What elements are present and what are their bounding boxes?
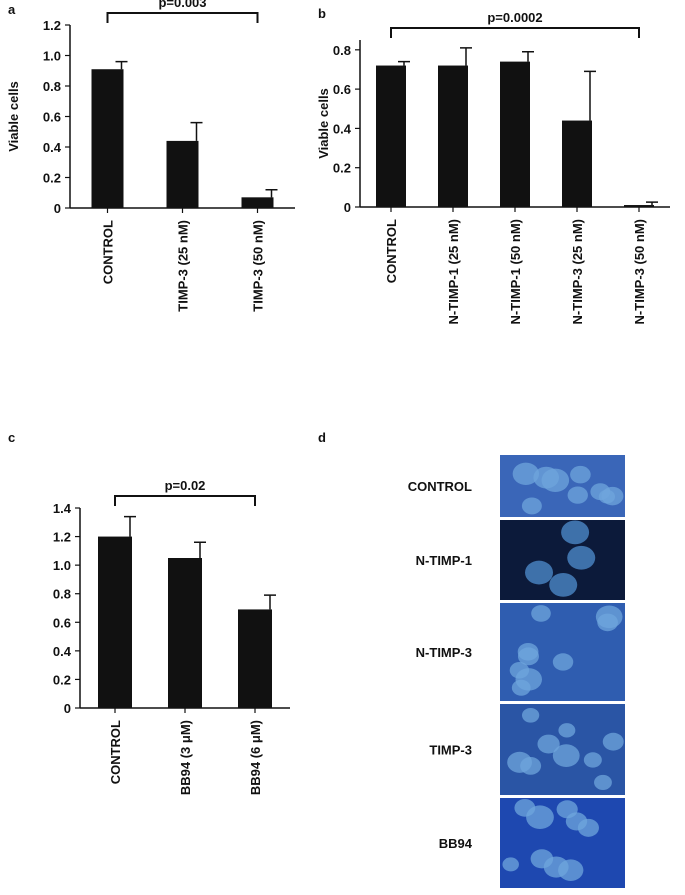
significance-label: p=0.0002 (487, 10, 542, 25)
bar (238, 609, 272, 708)
y-tick-label: 0.4 (333, 121, 352, 136)
cell-nucleus (521, 497, 542, 515)
error-bar (522, 51, 534, 62)
error-bar (194, 541, 206, 558)
bar (166, 140, 199, 208)
cell-nucleus (597, 613, 618, 632)
bar (562, 120, 592, 207)
y-tick-label: 0 (64, 701, 71, 716)
cell-nucleus (552, 744, 580, 768)
y-tick-label: 0 (54, 201, 61, 216)
cell-nucleus (517, 647, 539, 666)
y-tick-label: 0.4 (43, 140, 62, 155)
error-bar (190, 121, 203, 141)
cell-nucleus (502, 857, 519, 872)
cell-nucleus (525, 560, 554, 585)
cell-nucleus (558, 723, 576, 738)
y-tick-label: 0 (344, 200, 351, 215)
cell-nucleus (543, 856, 569, 878)
error-bar (115, 60, 128, 70)
bar (98, 536, 132, 708)
significance-label: p=0.02 (165, 478, 206, 493)
x-tick-label: N-TIMP-1 (50 nM) (508, 219, 523, 324)
bar (168, 558, 202, 708)
x-tick-label: N-TIMP-1 (25 nM) (446, 219, 461, 324)
y-tick-label: 0.2 (53, 672, 71, 687)
significance-bracket (106, 12, 259, 23)
x-tick-label: BB94 (3 μM) (178, 720, 193, 795)
row-label: TIMP-3 (429, 743, 472, 758)
y-axis-label: Viable cells (316, 88, 331, 159)
cell-nucleus (526, 805, 554, 830)
cell-nucleus (537, 734, 560, 754)
cell-nucleus (577, 818, 599, 837)
bar (438, 65, 468, 208)
y-tick-label: 1.2 (43, 18, 61, 33)
panel-label: b (318, 6, 326, 21)
row-label: CONTROL (408, 479, 472, 494)
bar (624, 205, 654, 207)
error-bar (264, 594, 276, 610)
cell-nucleus (515, 668, 543, 691)
panel-label: a (8, 2, 16, 17)
y-tick-label: 1.0 (53, 558, 71, 573)
row-label: BB94 (439, 836, 473, 851)
cell-nucleus (590, 483, 611, 501)
significance-bracket (390, 27, 640, 38)
significance-bracket (114, 495, 256, 506)
bar (241, 197, 274, 208)
cell-nucleus (570, 465, 591, 484)
cell-nucleus (533, 466, 560, 489)
y-tick-label: 0.8 (43, 79, 61, 94)
x-tick-label: CONTROL (101, 220, 116, 284)
y-tick-label: 0.8 (333, 43, 351, 58)
y-axis-label: Viable cells (6, 81, 21, 152)
cell-nucleus (521, 707, 540, 723)
bar (500, 61, 530, 208)
significance-label: p=0.003 (158, 0, 206, 10)
error-bar (124, 515, 136, 537)
x-tick-label: N-TIMP-3 (50 nM) (632, 219, 647, 324)
cell-nucleus (552, 653, 574, 671)
y-tick-label: 0.6 (333, 82, 351, 97)
row-label: N-TIMP-3 (416, 645, 472, 660)
error-bar (398, 60, 410, 66)
y-tick-label: 0.4 (53, 644, 72, 659)
cell-nucleus (531, 605, 551, 622)
y-tick-label: 1.0 (43, 49, 61, 64)
x-tick-label: N-TIMP-3 (25 nM) (570, 219, 585, 324)
error-bar (646, 201, 658, 206)
cell-nucleus (549, 572, 578, 597)
bar (376, 65, 406, 208)
y-tick-label: 1.2 (53, 530, 71, 545)
cell-nucleus (583, 752, 602, 768)
y-tick-label: 0.6 (53, 615, 71, 630)
cell-nucleus (567, 486, 588, 504)
x-tick-label: CONTROL (384, 219, 399, 283)
cell-nucleus (567, 545, 596, 570)
error-bar (265, 188, 278, 198)
y-tick-label: 0.2 (333, 161, 351, 176)
y-tick-label: 1.4 (53, 501, 72, 516)
x-tick-label: TIMP-3 (25 nM) (176, 220, 191, 312)
y-tick-label: 0.8 (53, 587, 71, 602)
row-label: N-TIMP-1 (416, 553, 472, 568)
x-tick-label: BB94 (6 μM) (248, 720, 263, 795)
x-tick-label: TIMP-3 (50 nM) (251, 220, 266, 312)
cell-nucleus (594, 774, 612, 791)
cell-nucleus (512, 462, 540, 486)
x-tick-label: CONTROL (108, 720, 123, 784)
error-bar (460, 47, 472, 66)
cell-nucleus (507, 751, 532, 773)
cell-nucleus (561, 520, 590, 545)
panel-label: d (318, 430, 326, 445)
bar (91, 69, 124, 208)
error-bar (584, 70, 596, 121)
cell-nucleus (602, 732, 624, 751)
y-tick-label: 0.2 (43, 171, 61, 186)
y-tick-label: 0.6 (43, 110, 61, 125)
cell-nucleus (556, 800, 578, 819)
panel-label: c (8, 430, 15, 445)
